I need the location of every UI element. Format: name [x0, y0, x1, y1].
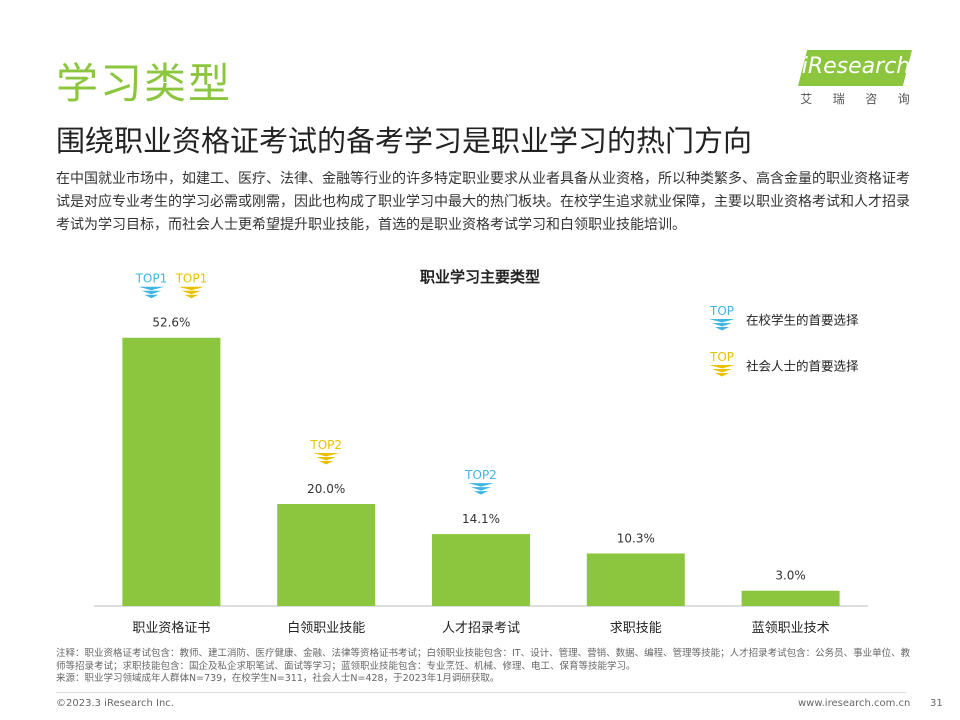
category-label: 蓝领职业技术 — [752, 621, 830, 636]
chevron-icon — [313, 453, 340, 457]
website-link[interactable]: www.iresearch.com.cn — [798, 698, 911, 709]
footer-divider — [56, 692, 906, 693]
chevron-icon — [144, 294, 159, 299]
top-badge-social: TOP1 — [175, 272, 208, 299]
chevron-icon — [316, 457, 337, 461]
top-badge-icon: TOP — [708, 304, 742, 334]
logo-chinese: 艾 瑞 咨 询 — [790, 90, 920, 107]
top-badge-text: TOP — [709, 304, 734, 318]
chevron-icon — [181, 290, 202, 295]
footnote-source: 来源：职业学习领域成年人群体N=739，在校学生N=311，社会人士N=428，… — [56, 673, 500, 684]
chevron-icon — [474, 491, 488, 495]
logo-text: iResearch — [801, 54, 911, 79]
top-badge-icon: TOP — [708, 350, 742, 380]
chevron-icon — [715, 373, 729, 377]
top-badge-student: TOP1 — [135, 272, 168, 299]
chevron-icon — [138, 286, 165, 291]
iresearch-logo: iResearch 艾 瑞 咨 询 — [790, 46, 920, 110]
section-title: 学习类型 — [56, 59, 233, 108]
chevron-icon — [141, 290, 162, 295]
legend-badge: TOP — [709, 304, 735, 331]
chevron-icon — [471, 487, 491, 491]
logo-char: 艾 — [800, 92, 813, 106]
data-label: 52.6% — [152, 316, 190, 330]
top-badge-text: TOP — [709, 350, 734, 364]
logo-char: 咨 — [865, 92, 878, 106]
category-label: 人才招录考试 — [442, 621, 520, 636]
chevron-icon — [709, 319, 735, 323]
chevron-icon — [715, 327, 729, 331]
bar — [741, 590, 840, 606]
chevron-icon — [712, 369, 732, 373]
bar-chart: 52.6% 职业资格证书 20.0% 白领职业技能 14.1% 人才招录考试 10.3% 求职… — [94, 272, 868, 636]
copyright: ©2023.3 iResearch Inc. — [56, 698, 174, 709]
top-badge-icon: TOP — [709, 304, 735, 331]
chevron-icon — [178, 286, 205, 291]
chevron-icon — [709, 365, 735, 369]
top-badge-text: TOP2 — [309, 438, 342, 452]
legend-item-student: TOP 在校学生的首要选择 — [708, 304, 859, 334]
legend-item-social: TOP 社会人士的首要选择 — [708, 350, 859, 380]
bar — [122, 337, 221, 606]
legend-label: 社会人士的首要选择 — [745, 358, 859, 374]
top-badge-student: TOP2 — [464, 468, 497, 495]
data-label: 3.0% — [775, 569, 806, 583]
top-badge-social: TOP2 — [309, 438, 342, 465]
chart-title: 职业学习主要类型 — [419, 268, 540, 286]
category-label: 白领职业技能 — [287, 620, 365, 636]
category-label: 职业资格证书 — [132, 620, 210, 636]
legend-badge: TOP — [709, 350, 735, 377]
bar — [432, 534, 530, 606]
chevron-icon — [184, 294, 199, 299]
logo-shape — [798, 50, 912, 86]
top-badge-text: TOP1 — [175, 272, 208, 286]
top-badge-icon: TOP — [709, 350, 735, 377]
page-headline: 围绕职业资格证考试的备考学习是职业学习的热门方向 — [56, 124, 753, 158]
logo-char: 瑞 — [832, 92, 845, 106]
legend-label: 在校学生的首要选择 — [745, 312, 859, 328]
chevron-icon — [319, 461, 334, 465]
category-label: 求职技能 — [610, 621, 662, 636]
footnote: 注释：职业资格证考试包含：教师、建工消防、医疗健康、金融、法律等资格证书考试；白… — [56, 648, 916, 686]
top-badge-text: TOP1 — [135, 272, 168, 286]
data-label: 10.3% — [617, 531, 655, 545]
logo-char: 询 — [897, 92, 910, 106]
bar — [277, 504, 376, 606]
data-label: 14.1% — [462, 512, 500, 526]
chevron-icon — [712, 323, 732, 327]
footnote-note: 注释：职业资格证考试包含：教师、建工消防、医疗健康、金融、法律等资格证书考试；白… — [56, 648, 911, 672]
data-label: 20.0% — [307, 482, 345, 496]
chevron-icon — [468, 483, 494, 487]
top-badge-text: TOP2 — [464, 468, 497, 482]
bar — [586, 553, 685, 606]
description-text: 在中国就业市场中，如建工、医疗、法律、金融等行业的许多特定职业要求从业者具备从业… — [56, 171, 910, 233]
page-number: 31 — [930, 698, 943, 709]
